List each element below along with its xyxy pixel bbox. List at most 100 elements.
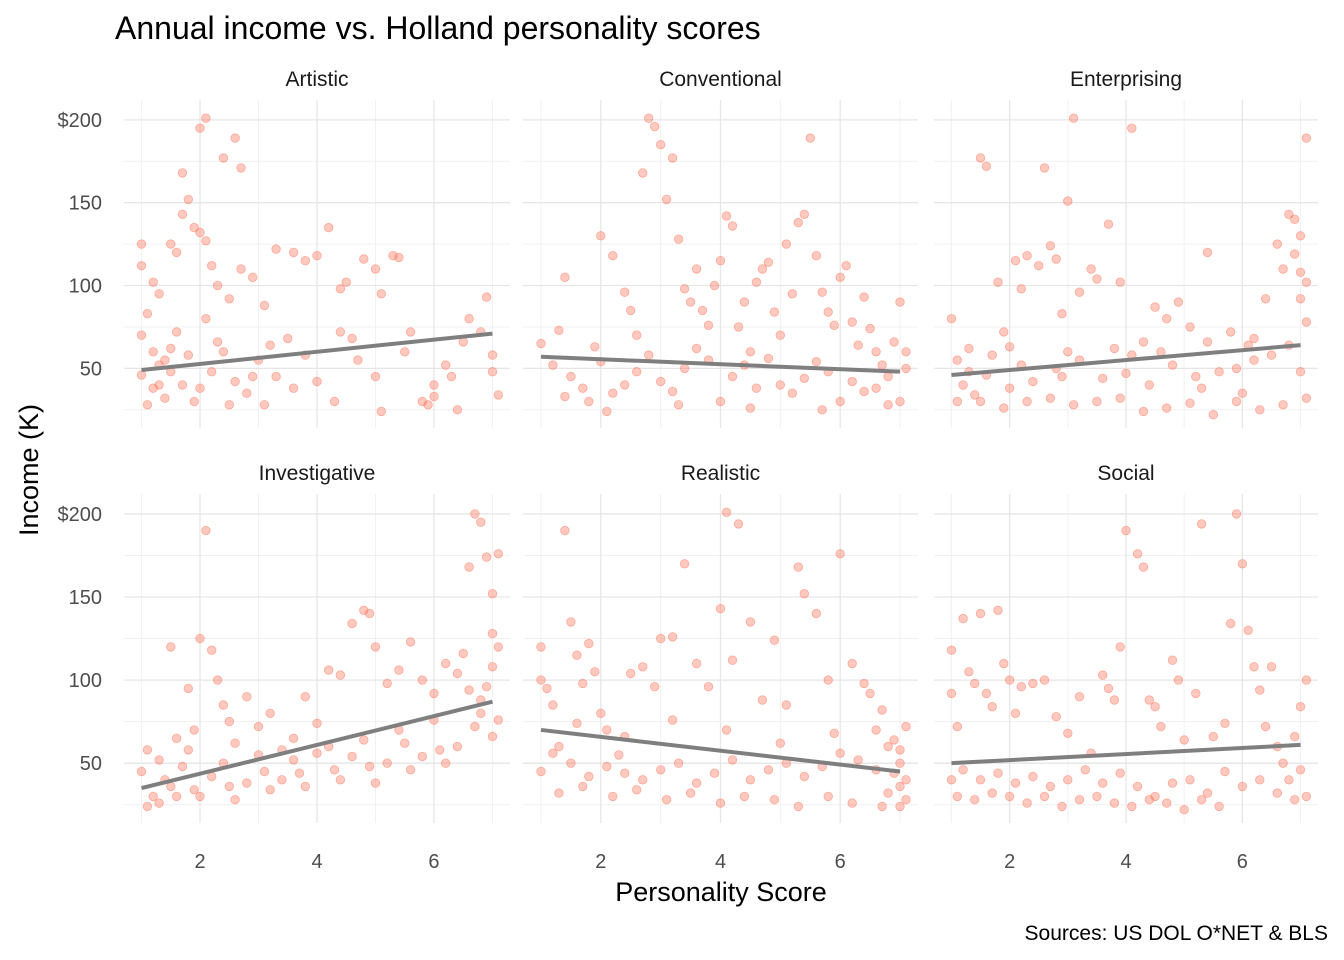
data-point: [1179, 735, 1189, 745]
data-point: [183, 745, 194, 755]
data-point: [626, 668, 636, 679]
data-point: [283, 333, 293, 344]
data-point: [189, 396, 199, 407]
x-tick-label: 4: [715, 851, 726, 873]
data-point: [1051, 254, 1061, 264]
data-point: [632, 367, 642, 377]
data-point: [288, 383, 299, 393]
data-point: [347, 751, 357, 762]
data-point: [1057, 801, 1067, 812]
data-point: [1289, 731, 1300, 742]
data-point: [1121, 368, 1131, 379]
data-point: [1010, 256, 1021, 266]
data-point: [787, 388, 798, 398]
data-point: [1202, 788, 1213, 798]
data-point: [865, 323, 875, 334]
data-point: [964, 343, 974, 354]
data-point: [142, 309, 153, 319]
data-point: [781, 700, 792, 710]
data-point: [201, 113, 211, 123]
data-point: [841, 261, 851, 271]
data-point: [1243, 625, 1253, 636]
data-point: [626, 305, 636, 316]
data-point: [799, 373, 810, 384]
trend-line: [951, 343, 1301, 377]
data-point: [441, 360, 451, 370]
data-point: [394, 252, 404, 263]
trend-line: [540, 727, 901, 774]
data-point: [400, 347, 410, 357]
data-point: [271, 244, 281, 254]
data-point: [1039, 163, 1050, 173]
data-point: [1004, 383, 1015, 393]
data-point: [602, 725, 612, 735]
data-point: [877, 705, 887, 715]
x-tick-label: 4: [311, 851, 322, 873]
data-point: [1237, 559, 1248, 569]
data-point: [823, 791, 833, 802]
data-point: [1167, 360, 1178, 370]
data-point: [811, 608, 822, 619]
data-point: [847, 798, 857, 808]
data-point: [993, 605, 1003, 616]
data-point: [793, 562, 804, 572]
data-point: [183, 683, 194, 694]
data-point: [560, 391, 570, 402]
data-point: [835, 748, 845, 758]
data-point: [993, 768, 1003, 778]
data-point: [769, 635, 780, 645]
data-point: [566, 617, 576, 627]
data-point: [975, 396, 986, 407]
data-point: [1278, 758, 1288, 768]
data-point: [1097, 670, 1108, 680]
data-point: [166, 642, 176, 652]
data-point: [745, 347, 756, 357]
data-point: [177, 761, 188, 772]
data-point: [757, 695, 768, 705]
data-point: [177, 168, 188, 178]
data-point: [195, 383, 205, 393]
data-point: [1260, 721, 1271, 732]
data-point: [189, 222, 199, 233]
data-point: [1295, 765, 1306, 775]
data-point: [1249, 355, 1259, 365]
data-point: [1010, 708, 1021, 719]
data-point: [1255, 685, 1265, 695]
data-point: [608, 388, 618, 398]
data-point: [1161, 314, 1172, 324]
data-point: [1301, 317, 1312, 327]
data-point: [895, 781, 905, 792]
data-point: [536, 338, 546, 349]
data-point: [160, 393, 170, 403]
data-point: [661, 795, 672, 805]
data-point: [952, 721, 963, 732]
data-point: [721, 725, 732, 735]
data-point: [883, 741, 893, 752]
data-point: [136, 261, 147, 271]
data-point: [958, 765, 968, 775]
data-point: [632, 785, 642, 795]
data-point: [691, 778, 702, 788]
data-point: [1301, 133, 1312, 143]
data-point: [811, 357, 822, 367]
data-point: [441, 658, 451, 669]
data-point: [171, 791, 182, 802]
data-point: [895, 396, 905, 407]
trend-line: [141, 331, 493, 373]
panel-enterprising: Enterprising: [934, 68, 1318, 428]
data-point: [242, 692, 252, 702]
data-point: [470, 509, 480, 519]
data-point: [230, 376, 240, 387]
data-point: [715, 798, 726, 808]
data-point: [709, 280, 720, 291]
data-point: [999, 658, 1009, 669]
data-point: [715, 604, 726, 614]
data-point: [596, 708, 606, 719]
data-point: [952, 791, 963, 802]
data-point: [584, 771, 594, 782]
data-point: [970, 390, 980, 400]
data-point: [584, 396, 594, 407]
data-point: [1220, 766, 1230, 777]
data-point: [1057, 309, 1067, 319]
data-point: [347, 333, 357, 344]
